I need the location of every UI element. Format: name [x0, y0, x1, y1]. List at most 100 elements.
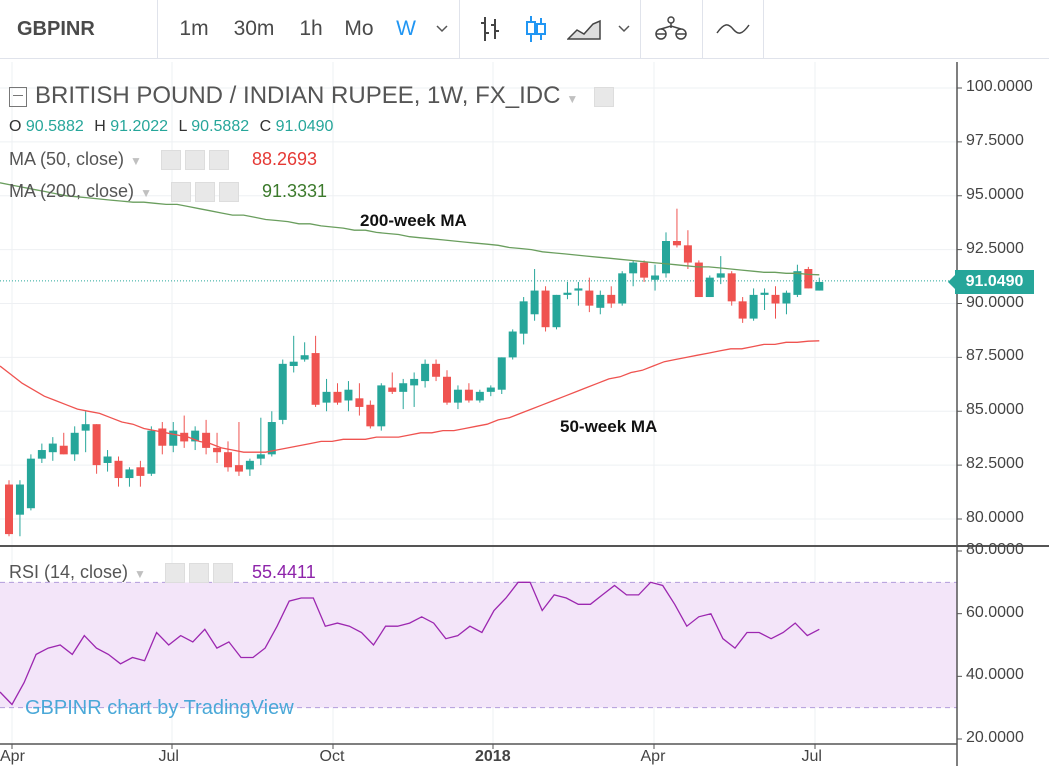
eye-icon[interactable] [170, 182, 191, 203]
candle-body [333, 391, 342, 403]
gear-icon[interactable] [184, 150, 205, 171]
candle-body [815, 281, 824, 291]
ma50-label: MA (50, close) [9, 149, 125, 169]
candle-body [48, 443, 57, 453]
chevron-down-icon[interactable]: ▼ [566, 92, 579, 106]
interval-1m[interactable]: 1m [179, 17, 209, 40]
candle-body [234, 465, 243, 472]
candle-body [793, 271, 802, 295]
attribution-text[interactable]: GBPINR chart by TradingView [25, 697, 294, 719]
eye-icon[interactable] [160, 150, 181, 171]
candle-body [377, 385, 386, 427]
rsi-axis-label: 20.0000 [966, 729, 1024, 746]
candle-body [749, 294, 758, 319]
price-axis-label: 90.0000 [966, 293, 1024, 311]
rsi-band-lines [0, 581, 957, 709]
candle-body [694, 262, 703, 298]
time-axis-label: Oct [319, 748, 345, 765]
price-axis-label: 100.0000 [966, 78, 1033, 95]
candle-body [366, 404, 375, 427]
rsi-axis-label: 60.0000 [966, 603, 1024, 621]
candle-body [278, 363, 287, 420]
candlestick-icon [526, 16, 546, 42]
interval-dropdown[interactable] [428, 0, 456, 58]
candle-body [103, 456, 112, 463]
price-axis-label: 92.5000 [966, 239, 1024, 257]
candle-body [256, 454, 265, 459]
interval-week[interactable]: W [396, 17, 416, 40]
compare-button[interactable] [712, 0, 754, 58]
candle-body [738, 301, 747, 319]
candle-body [782, 292, 791, 304]
rsi-value: 55.4411 [251, 562, 316, 582]
ma50-line [0, 340, 820, 453]
candle-body [432, 363, 441, 377]
candle-body [267, 422, 276, 455]
top-toolbar: GBPINR 1m 30m 1h Mo W [0, 0, 1049, 59]
candle-body [26, 458, 35, 509]
collapse-icon[interactable] [9, 86, 27, 107]
candle-body [486, 387, 495, 392]
time-axis-label: Apr [640, 748, 666, 765]
indicators-icon [655, 16, 687, 40]
close-icon[interactable] [212, 563, 233, 584]
interval-30m[interactable]: 30m [233, 17, 275, 40]
candle-body [92, 424, 101, 466]
chevron-down-icon[interactable]: ▼ [140, 186, 152, 200]
close-icon[interactable] [208, 150, 229, 171]
low-label: L [178, 118, 187, 135]
ma50-annotation: 50-week MA [560, 417, 658, 436]
indicators-button[interactable] [648, 0, 694, 58]
chevron-down-icon[interactable]: ▼ [134, 567, 146, 581]
candle-body [464, 389, 473, 401]
candle-body [114, 460, 123, 479]
ma200-value: 91.3331 [261, 181, 328, 201]
chevron-down-icon [436, 25, 448, 33]
candle-body [388, 387, 397, 392]
chevron-down-icon[interactable]: ▼ [130, 154, 142, 168]
open-label: O [9, 118, 22, 135]
candle-body [5, 484, 13, 535]
close-value: 91.0490 [275, 118, 334, 135]
eye-icon[interactable] [594, 86, 615, 107]
rsi-legend[interactable]: RSI (14, close) ▼ 55.4411 [9, 562, 316, 584]
price-axis-label: 85.0000 [966, 401, 1024, 419]
candle-body [530, 290, 539, 315]
area-chart-button[interactable] [562, 0, 606, 58]
bar-chart-icon [481, 17, 499, 41]
candle-body [147, 430, 156, 474]
chart-title-legend[interactable]: BRITISH POUND / INDIAN RUPEE, 1W, FX_IDC… [9, 82, 615, 110]
ma200-label: MA (200, close) [9, 181, 135, 201]
interval-month[interactable]: Mo [344, 17, 374, 40]
chart-type-dropdown[interactable] [610, 0, 638, 58]
eye-icon[interactable] [164, 563, 185, 584]
time-axis-label: Apr [0, 748, 25, 765]
interval-1h[interactable]: 1h [299, 17, 323, 40]
candle-body [629, 262, 638, 274]
open-value: 90.5882 [25, 118, 84, 135]
low-value: 90.5882 [191, 118, 250, 135]
candle-body [574, 288, 583, 291]
price-axis-label: 95.0000 [966, 185, 1024, 203]
time-axis-label: 2018 [475, 748, 511, 765]
candlestick-button[interactable] [516, 0, 556, 58]
chart-title: BRITISH POUND / INDIAN RUPEE, 1W, FX_IDC [35, 82, 561, 109]
candle-body [760, 292, 769, 295]
symbol-search[interactable]: GBPINR [0, 0, 158, 58]
ma50-legend[interactable]: MA (50, close) ▼ 88.2693 [9, 149, 317, 171]
candle-body [705, 277, 714, 298]
candle-body [804, 269, 813, 289]
candle-body [640, 262, 649, 278]
gear-icon[interactable] [194, 182, 215, 203]
close-icon[interactable] [218, 182, 239, 203]
ma200-legend[interactable]: MA (200, close) ▼ 91.3331 [9, 181, 328, 203]
candle-body [497, 357, 506, 390]
candlestick-series [5, 208, 824, 537]
candle-body [180, 432, 189, 442]
candle-body [37, 450, 46, 459]
gear-icon[interactable] [188, 563, 209, 584]
bar-chart-button[interactable] [470, 0, 510, 58]
candle-body [59, 445, 68, 455]
candle-body [213, 447, 222, 453]
